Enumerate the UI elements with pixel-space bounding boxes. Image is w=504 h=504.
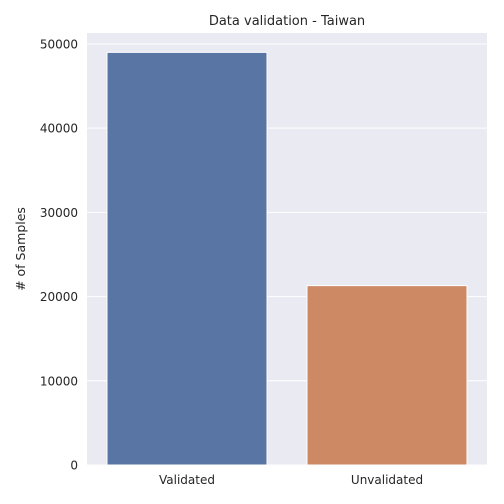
y-tick-label: 0: [70, 459, 78, 473]
y-axis-label: # of Samples: [13, 207, 28, 291]
bars: [106, 51, 468, 466]
x-tick-label: Validated: [159, 473, 215, 487]
x-tick-label: Unvalidated: [351, 473, 423, 487]
y-tick-label: 20000: [40, 290, 78, 304]
y-tick-label: 30000: [40, 206, 78, 220]
x-axis-ticks: Validated Unvalidated: [159, 473, 423, 487]
y-tick-label: 10000: [40, 374, 78, 388]
bar-unvalidated: [306, 285, 468, 466]
chart-title: Data validation - Taiwan: [209, 14, 365, 29]
y-axis-ticks: 0 10000 20000 30000 40000 50000: [40, 37, 78, 472]
y-tick-label: 50000: [40, 37, 78, 51]
y-tick-label: 40000: [40, 122, 78, 136]
bar-validated: [106, 51, 268, 466]
